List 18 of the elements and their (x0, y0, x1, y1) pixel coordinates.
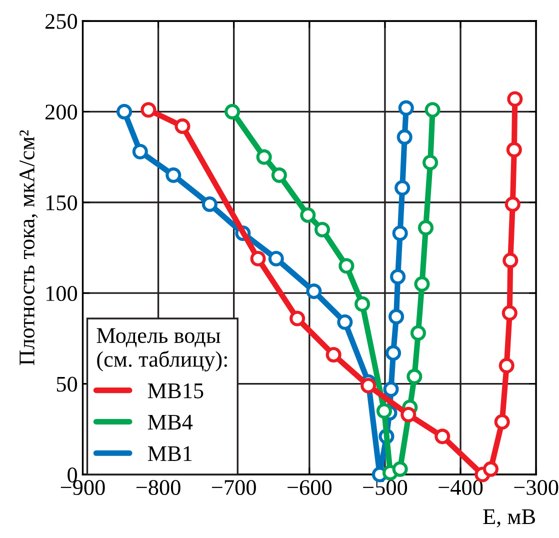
x-tick-label: −400 (438, 480, 483, 496)
y-axis-title: Плотность тока, мкА/см² (20, 130, 38, 366)
y-tick-label: 250 (46, 14, 78, 29)
legend-label: MB15 (148, 383, 204, 398)
y-tick-label: 150 (46, 195, 78, 210)
y-tick-label: 50 (56, 376, 78, 392)
legend-title: Модель воды (см. таблицу): (96, 328, 227, 372)
x-tick-label: −700 (212, 480, 256, 496)
x-tick-label: −800 (136, 480, 180, 496)
legend-label: MB4 (148, 414, 193, 430)
y-tick-label: 100 (46, 286, 78, 302)
x-axis-title: E, мВ (483, 509, 535, 528)
x-tick-label: −600 (288, 480, 332, 496)
x-tick-label: −300 (514, 480, 558, 496)
y-tick-label: 200 (46, 104, 78, 120)
x-tick-label: −900 (60, 480, 105, 496)
legend-label: MB1 (148, 446, 192, 461)
y-tick-label: 0 (68, 467, 78, 482)
